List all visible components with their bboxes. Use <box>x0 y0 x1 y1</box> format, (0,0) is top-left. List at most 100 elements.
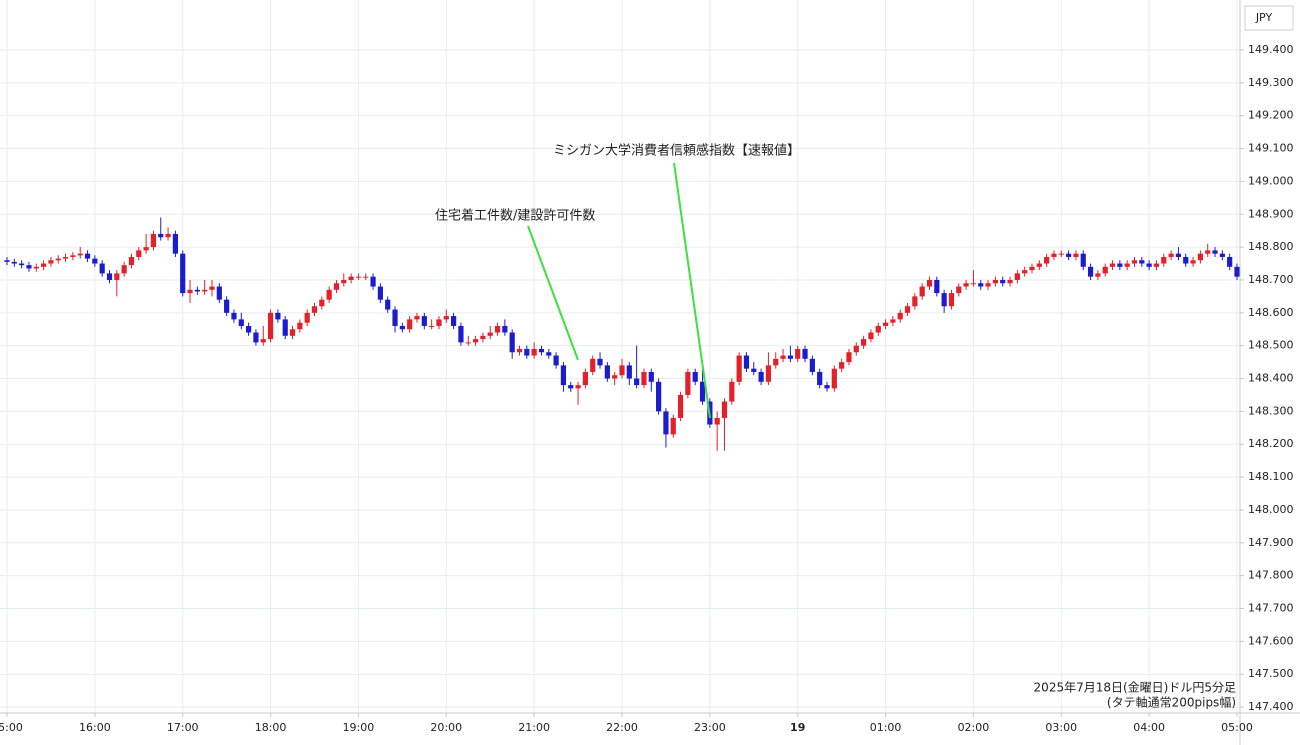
candle-body <box>934 279 940 294</box>
candle-body <box>253 332 259 343</box>
candle-body <box>619 365 625 376</box>
caption: 2025年7月18日(金曜日)ドル円5分足 <box>1034 681 1236 695</box>
x-axis: 15:00 16:00 17:00 18:00 19:00 20:00 21:00 22:00… <box>0 713 1253 734</box>
candle-body <box>597 358 603 366</box>
candle-body <box>502 325 508 333</box>
candle-body <box>1000 279 1006 284</box>
candle-body <box>663 411 669 435</box>
candle-body <box>985 283 991 287</box>
candle-body <box>531 348 537 356</box>
candle-body <box>92 258 98 264</box>
candle-body <box>194 289 200 292</box>
candle-body <box>267 312 274 340</box>
x-tick-label: 16:00 <box>79 721 111 734</box>
candle-body <box>751 368 757 372</box>
candle-body <box>187 289 193 294</box>
x-tick-label: 01:00 <box>870 721 902 734</box>
candle-body <box>363 276 369 278</box>
candle-body <box>414 316 420 320</box>
candle-body <box>509 332 515 353</box>
candle-body <box>341 279 347 284</box>
candle-body <box>1212 250 1218 254</box>
annotation-line <box>673 162 711 419</box>
candle-body <box>297 322 303 330</box>
candle-body <box>1139 260 1145 264</box>
candle-body <box>861 339 867 346</box>
candle-body <box>1190 260 1196 264</box>
candle-body <box>1095 273 1101 277</box>
candle-body <box>802 348 808 359</box>
x-tick-label: 20:00 <box>430 721 462 734</box>
grid <box>0 0 1240 713</box>
candle-body <box>641 371 647 386</box>
candle-body <box>809 358 815 372</box>
candle-body <box>1007 279 1013 284</box>
candle-body <box>494 325 501 333</box>
unit-box <box>1244 5 1294 31</box>
candle-body <box>326 289 332 300</box>
candle-body <box>48 260 54 264</box>
candle-body <box>260 339 266 343</box>
candle-body <box>1227 256 1233 267</box>
y-tick-label: 148.400 <box>1248 372 1294 385</box>
x-tick-label: 17:00 <box>167 721 199 734</box>
candle-body <box>180 253 186 294</box>
candle-body <box>458 325 464 343</box>
x-tick-label: 19 <box>790 721 805 734</box>
candle-body <box>377 286 383 300</box>
candle-body <box>407 319 413 330</box>
candle-body <box>839 362 845 369</box>
candle-body <box>62 256 69 259</box>
candle-body <box>165 233 171 238</box>
candle-body <box>948 293 955 307</box>
y-tick-label: 147.800 <box>1248 569 1294 582</box>
candle-body <box>795 348 801 359</box>
candle-body <box>282 319 288 336</box>
candle-body <box>202 289 208 292</box>
candle-body <box>817 371 823 386</box>
candle-body <box>333 283 340 290</box>
candle-body <box>443 316 449 320</box>
y-tick-label: 148.500 <box>1248 339 1294 352</box>
candle-body <box>33 266 39 269</box>
candle-body <box>956 286 962 294</box>
y-tick-label: 149.100 <box>1248 142 1294 155</box>
candle-body <box>472 339 479 343</box>
y-axis: 147.400 147.500 147.600 147.700 147.800 147.9… <box>1240 43 1294 713</box>
candle-body <box>99 263 105 274</box>
candle-body <box>758 371 764 382</box>
candle-body <box>465 342 471 344</box>
candle-body <box>1161 256 1167 264</box>
candle-body <box>941 293 947 307</box>
candle-body <box>1036 263 1042 267</box>
candle-body <box>392 309 398 326</box>
candle-body <box>106 273 113 280</box>
candle-body <box>1219 253 1225 257</box>
x-tick-label: 03:00 <box>1045 721 1077 734</box>
candle-body <box>143 247 149 251</box>
candle-body <box>429 325 435 327</box>
candle-body <box>1168 253 1174 257</box>
candle-body <box>150 233 157 248</box>
unit-label: JPY <box>1255 11 1273 24</box>
y-tick-label: 148.200 <box>1248 437 1294 450</box>
candle-body <box>882 322 889 326</box>
candle-body <box>1153 263 1160 267</box>
candle-body <box>355 276 362 278</box>
candles <box>4 217 1240 451</box>
candle-body <box>1044 256 1050 264</box>
candle-body <box>77 253 83 256</box>
candle-body <box>216 286 222 300</box>
candle-body <box>1080 253 1086 267</box>
annotation-text: ミシガン大学消費者信頼感指数【速報値】 <box>553 143 800 159</box>
y-tick-label: 148.600 <box>1248 306 1294 319</box>
candle-body <box>1117 263 1123 267</box>
candle-body <box>685 371 691 395</box>
candle-body <box>634 378 640 386</box>
candle-body <box>912 296 918 307</box>
candle-body <box>1205 250 1211 254</box>
x-tick-label: 05:00 <box>1221 721 1253 734</box>
candle-body <box>304 312 310 323</box>
candle-body <box>780 355 786 359</box>
